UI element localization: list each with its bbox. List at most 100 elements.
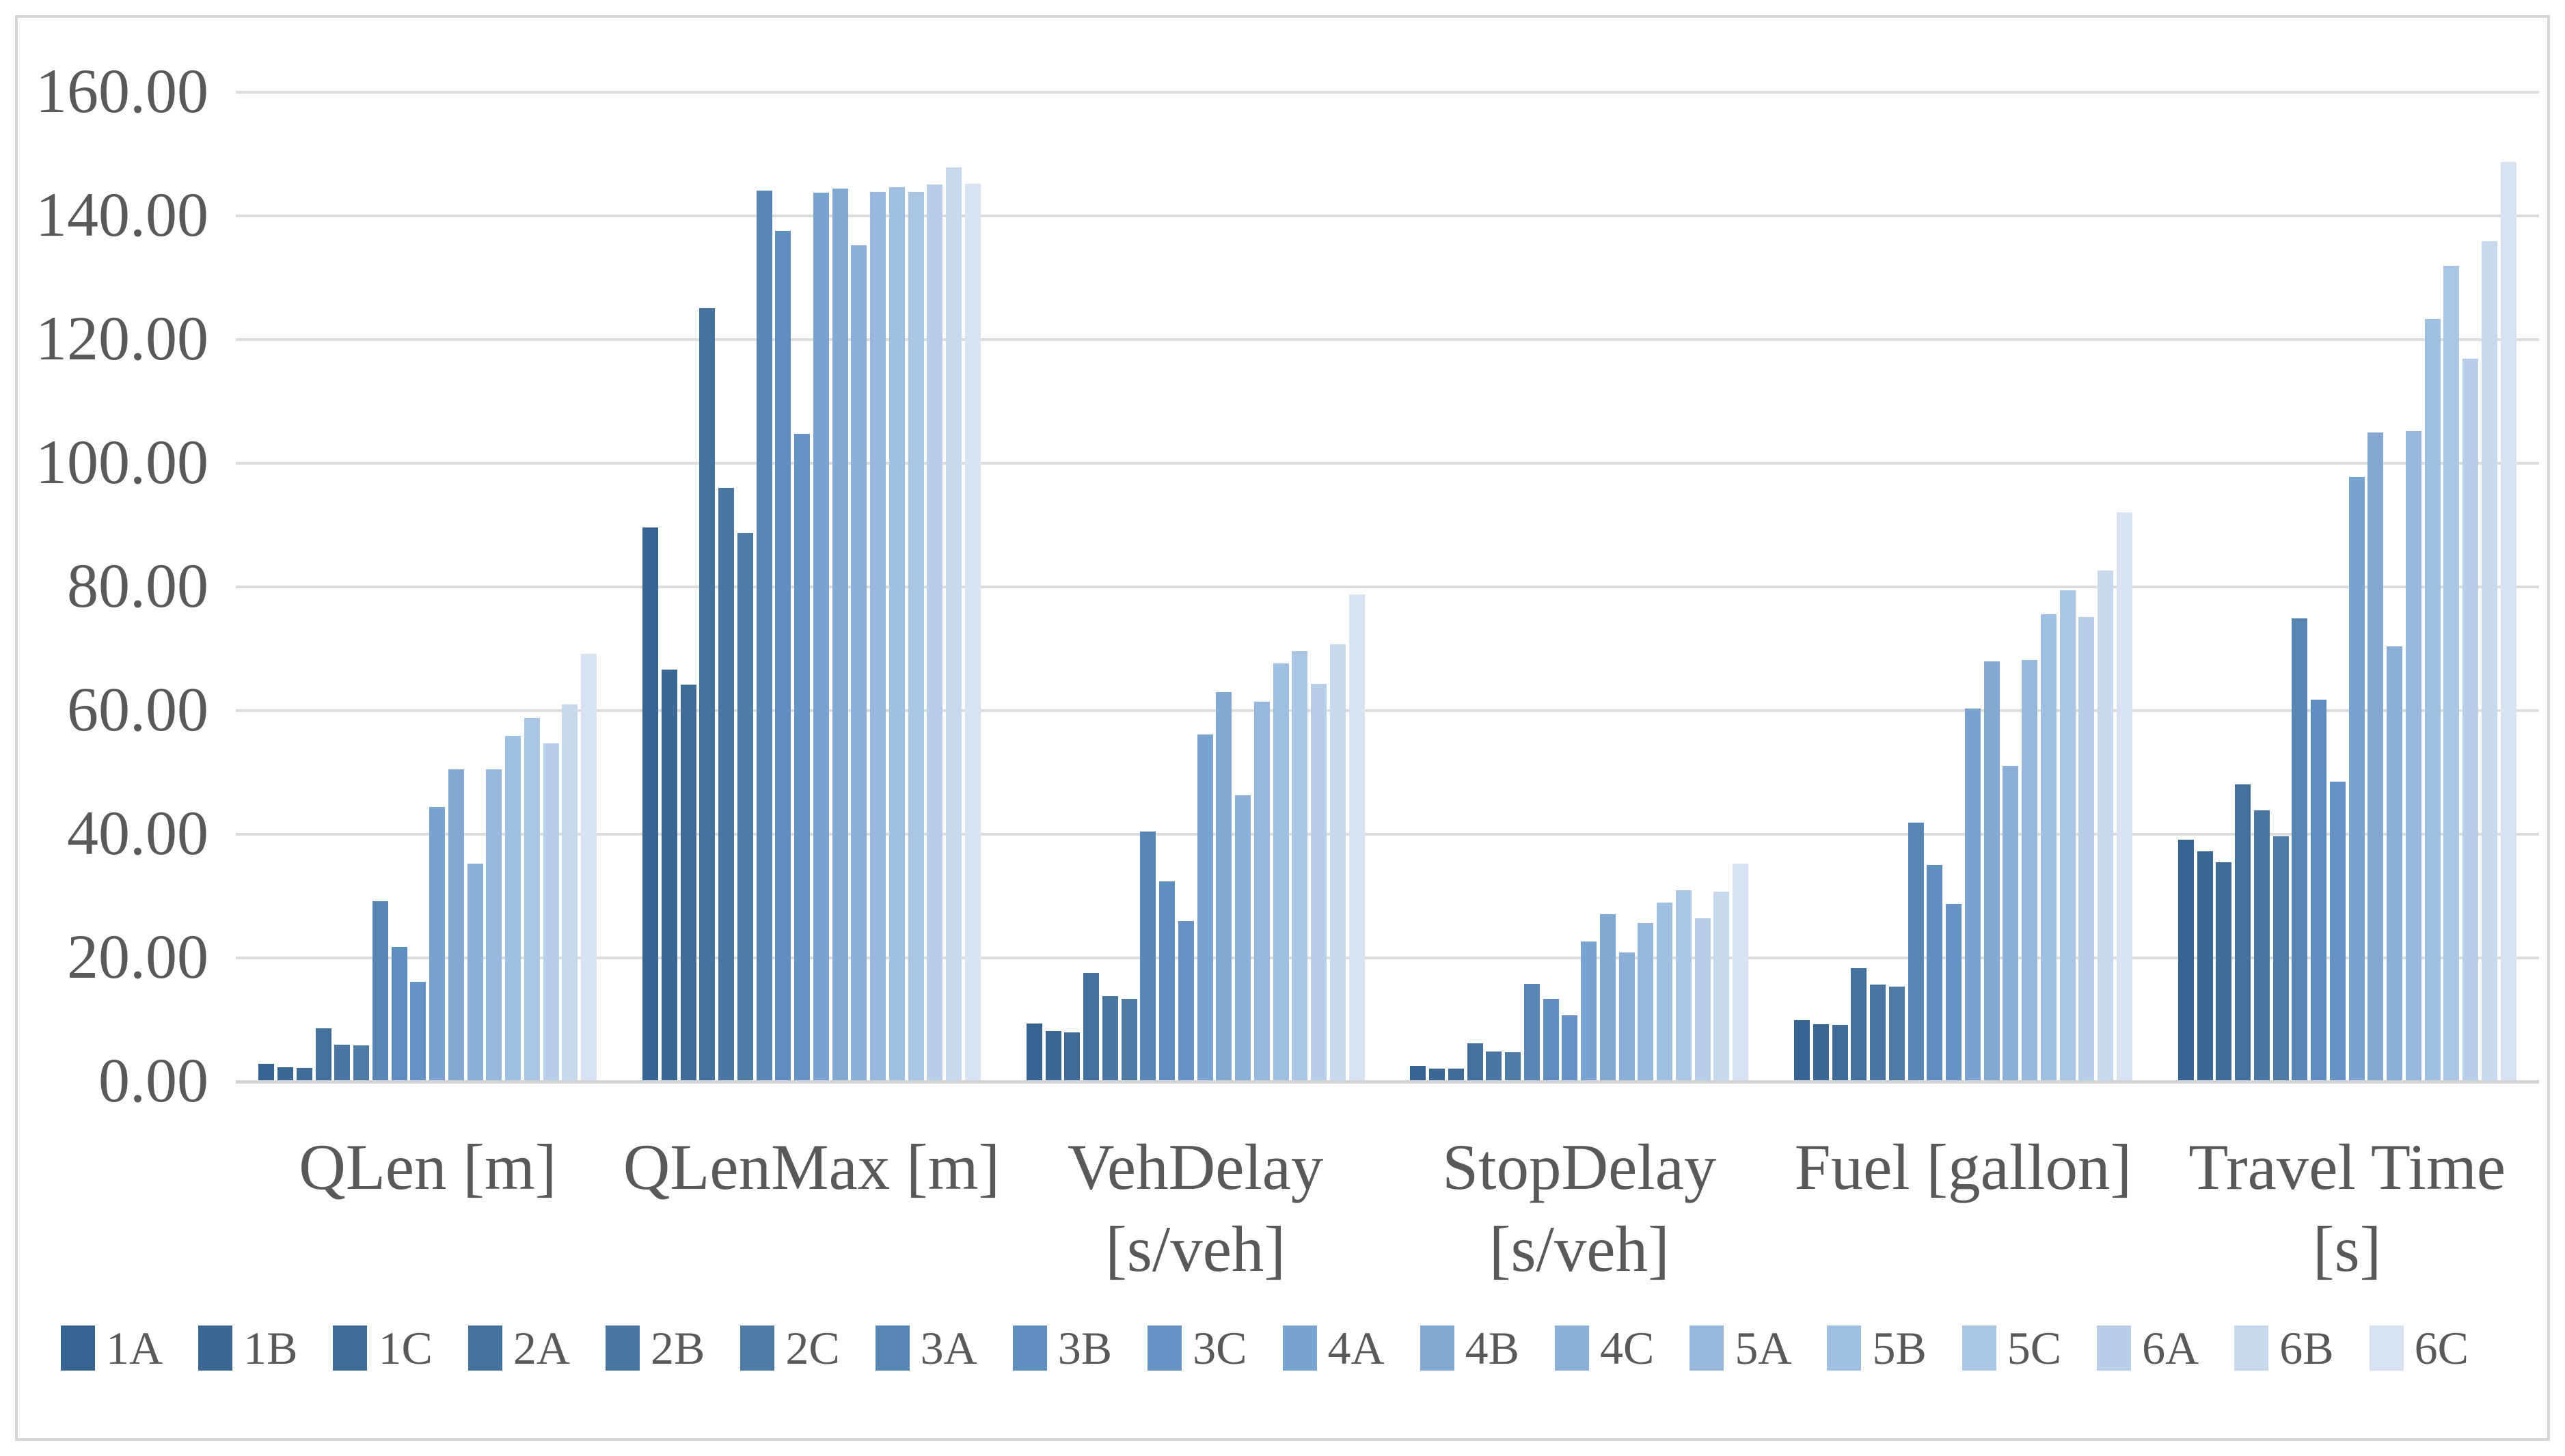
bar-2B-cat6 (2253, 810, 2270, 1080)
bar-6B-cat6 (2481, 241, 2497, 1080)
bar-group-5 (1772, 0, 2156, 1080)
bar-6C-cat2 (964, 183, 981, 1080)
bar-1C-cat3 (1064, 1032, 1081, 1080)
bar-4C-cat3 (1235, 795, 1251, 1080)
gridline-160 (236, 91, 2539, 94)
gridline-140 (236, 215, 2539, 217)
legend-label-6A: 6A (2142, 1322, 2199, 1374)
bar-5C-cat3 (1292, 650, 1308, 1080)
bar-group-1 (236, 0, 620, 1080)
bar-2B-cat4 (1486, 1052, 1502, 1080)
legend-swatch-1B (198, 1325, 233, 1371)
bar-2A-cat3 (1083, 972, 1100, 1080)
bar-3C-cat2 (794, 434, 811, 1080)
gridline-80 (236, 586, 2539, 588)
bar-1B-cat1 (277, 1067, 294, 1080)
bar-3C-cat1 (410, 982, 426, 1080)
bar-5C-cat2 (908, 191, 924, 1080)
bar-4B-cat4 (1599, 914, 1616, 1080)
bar-1B-cat3 (1045, 1030, 1061, 1080)
bar-2A-cat6 (2235, 784, 2251, 1080)
bar-2C-cat3 (1121, 999, 1137, 1080)
legend-label-1C: 1C (378, 1322, 433, 1374)
legend-swatch-3C (1148, 1325, 1182, 1371)
bar-5A-cat4 (1638, 923, 1654, 1080)
legend-item-5A: 5A (1689, 1324, 1791, 1372)
bar-6C-cat5 (2116, 512, 2132, 1080)
legend: 1A 1B 1C 2A 2B 2C 3A 3B 3C 4A 4B 4C 5A 5B 5C 6A 6B 6C (0, 1324, 2565, 1372)
bar-2A-cat4 (1467, 1043, 1483, 1080)
bar-3B-cat6 (2311, 699, 2327, 1080)
legend-item-4C: 4C (1554, 1324, 1654, 1372)
legend-label-5B: 5B (1872, 1322, 1927, 1374)
bar-6B-cat4 (1713, 891, 1730, 1080)
bar-5B-cat5 (2040, 614, 2057, 1080)
bar-3A-cat2 (756, 190, 772, 1080)
legend-swatch-1C (333, 1325, 368, 1371)
legend-swatch-6A (2097, 1325, 2132, 1371)
legend-swatch-3A (875, 1325, 910, 1371)
bar-5C-cat1 (524, 717, 540, 1080)
legend-label-2A: 2A (513, 1322, 570, 1374)
bar-6B-cat3 (1329, 644, 1346, 1080)
gridline-120 (236, 338, 2539, 341)
bar-4B-cat5 (1983, 661, 2000, 1080)
y-tick-label-0.00: 0.00 (98, 1045, 208, 1115)
y-tick-label-140.00: 140.00 (36, 180, 208, 249)
bar-5B-cat1 (505, 735, 521, 1080)
legend-swatch-5A (1689, 1325, 1724, 1371)
category-label-1: QLen [m] (299, 1131, 557, 1203)
bar-3C-cat4 (1562, 1015, 1578, 1080)
bar-4B-cat1 (448, 769, 464, 1080)
y-tick-label-60.00: 60.00 (67, 674, 208, 744)
legend-swatch-5B (1827, 1325, 1862, 1371)
category-label-3: VehDelay [s/veh] (1067, 1131, 1324, 1285)
bar-5B-cat3 (1273, 663, 1289, 1080)
bar-1C-cat6 (2216, 862, 2232, 1080)
bar-1B-cat2 (661, 670, 677, 1080)
bar-5A-cat5 (2022, 659, 2038, 1080)
legend-label-3B: 3B (1057, 1322, 1113, 1374)
bar-2B-cat3 (1102, 995, 1118, 1080)
y-tick-label-20.00: 20.00 (67, 922, 208, 991)
bar-1C-cat4 (1448, 1068, 1464, 1080)
bar-4C-cat5 (2003, 766, 2019, 1080)
bar-6B-cat1 (562, 704, 578, 1080)
bar-1A-cat4 (1410, 1066, 1426, 1080)
legend-item-5B: 5B (1827, 1322, 1927, 1374)
bar-1B-cat6 (2197, 851, 2213, 1080)
legend-swatch-4A (1282, 1325, 1317, 1371)
bar-4C-cat2 (851, 245, 867, 1080)
bar-4A-cat3 (1197, 734, 1213, 1080)
y-tick-label-40.00: 40.00 (67, 798, 208, 868)
category-label-6: Travel Time [s] (2188, 1131, 2506, 1285)
bar-4A-cat2 (813, 193, 829, 1080)
bar-6C-cat6 (2500, 162, 2516, 1080)
legend-item-4B: 4B (1420, 1324, 1519, 1372)
bar-4A-cat5 (1964, 709, 1981, 1080)
bar-6B-cat5 (2098, 571, 2114, 1080)
bar-6C-cat1 (581, 653, 597, 1080)
bar-2A-cat5 (1851, 968, 1867, 1080)
y-tick-label-160.00: 160.00 (36, 56, 208, 126)
x-axis-line (236, 1080, 2539, 1084)
legend-label-6B: 6B (2279, 1322, 2334, 1374)
legend-item-6B: 6B (2234, 1322, 2334, 1374)
bar-group-4 (1387, 0, 1772, 1080)
legend-swatch-6B (2234, 1325, 2269, 1371)
bar-3B-cat4 (1543, 998, 1559, 1080)
bar-2C-cat6 (2272, 836, 2289, 1080)
legend-label-5A: 5A (1735, 1322, 1792, 1374)
bar-3C-cat5 (1946, 904, 1962, 1080)
legend-swatch-6C (2369, 1325, 2404, 1371)
bar-group-6 (2155, 0, 2539, 1080)
bar-3C-cat6 (2329, 781, 2346, 1080)
legend-label-4A: 4A (1327, 1322, 1385, 1374)
bar-3B-cat3 (1159, 881, 1176, 1080)
bar-6B-cat2 (946, 167, 962, 1080)
bar-4B-cat2 (832, 189, 848, 1080)
bar-6A-cat1 (543, 743, 559, 1080)
gridline-60 (236, 709, 2539, 712)
bar-1A-cat5 (1794, 1020, 1810, 1080)
